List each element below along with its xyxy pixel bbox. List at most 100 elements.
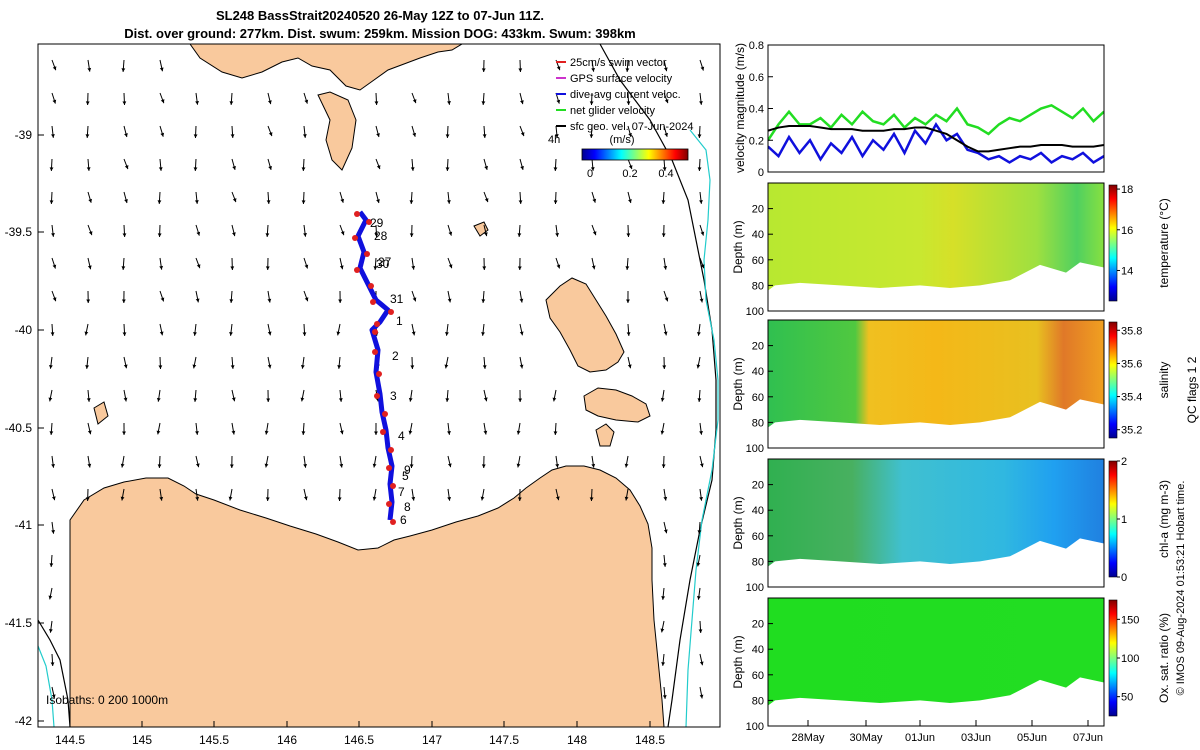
lon-tick-label: 144.5 <box>55 733 85 747</box>
lat-tick-label: -41.5 <box>5 616 33 630</box>
title-line-1: SL248 BassStrait20240520 26-May 12Z to 0… <box>216 8 544 23</box>
velocity-ytick: 0.8 <box>749 40 764 52</box>
colorbar-tick: 35.2 <box>1121 425 1142 437</box>
track-swim-point <box>374 321 380 327</box>
velocity-series-line <box>768 124 1104 153</box>
time-tick-label: 28May <box>791 732 825 744</box>
velocity-series-line <box>768 103 1104 141</box>
velocity-ytick: 0.2 <box>749 135 764 147</box>
profile-field <box>768 183 1104 291</box>
colorbar-tick: 35.8 <box>1121 325 1142 337</box>
lon-tick-label: 148.5 <box>635 733 665 747</box>
track-swim-point <box>386 501 392 507</box>
depth-ylabel: Depth (m) <box>731 357 745 410</box>
depth-tick: 20 <box>752 619 764 631</box>
legend-current: dive-avg current veloc. <box>570 89 681 101</box>
track-swim-point <box>380 429 386 435</box>
time-tick-label: 03Jun <box>961 732 991 744</box>
colorbar-tick: 35.4 <box>1121 392 1142 404</box>
track-swim-point <box>372 349 378 355</box>
velocity-ytick: 0.6 <box>749 72 764 84</box>
day-label: 27 <box>378 255 392 269</box>
isobath-1000m <box>685 129 719 728</box>
day-label: 9 <box>404 463 411 477</box>
depth-tick: 40 <box>752 366 764 378</box>
lon-tick-label: 145 <box>132 733 152 747</box>
colorbar-label: Ox. sat. ratio (%) <box>1157 613 1171 703</box>
lat-tick-label: -39 <box>15 128 33 142</box>
map-legend: 25cm/s swim vector GPS surface velocity … <box>548 57 694 180</box>
day-label: 28 <box>374 229 388 243</box>
lat-tick-label: -41 <box>15 518 33 532</box>
legend-geo: sfc geo. vel. 07-Jun-2024 <box>570 121 694 133</box>
depth-tick: 80 <box>752 695 764 707</box>
legend-net: net glider velocity <box>570 105 655 117</box>
isobath-west-cyan <box>37 645 55 728</box>
track-swim-point <box>390 483 396 489</box>
depth-tick: 60 <box>752 531 764 543</box>
depth-tick: 80 <box>752 417 764 429</box>
profile-field <box>768 459 1104 567</box>
land-cape-barren <box>583 387 651 423</box>
day-label: 3 <box>390 389 397 403</box>
profile-panel: 20 40 60 80 100 Depth (m) 35.2 35.4 35.6 35.8 sali… <box>731 319 1171 455</box>
track-swim-point <box>388 309 394 315</box>
depth-tick: 40 <box>752 229 764 241</box>
colorbar-tick: 14 <box>1121 265 1133 277</box>
depth-ylabel: Depth (m) <box>731 496 745 549</box>
map-axis-ticks: 144.5 145 145.5 146 146.5 147 147.5 148 148.5-39… <box>5 128 666 747</box>
colorbar-label: salinity <box>1157 362 1171 399</box>
depth-tick: 60 <box>752 255 764 267</box>
depth-tick: 20 <box>752 341 764 353</box>
land-small-island-3 <box>93 401 109 425</box>
map-colorbar <box>581 148 689 161</box>
legend-gps: GPS surface velocity <box>570 73 673 85</box>
track-swim-point <box>388 447 394 453</box>
colorbar-tick: 0 <box>1121 572 1127 584</box>
track-current <box>355 210 395 521</box>
day-label: 31 <box>390 292 404 306</box>
depth-tick: 100 <box>746 721 764 733</box>
depth-tick: 60 <box>752 670 764 682</box>
profile-colorbar <box>1108 599 1118 717</box>
track-swim-point <box>374 393 380 399</box>
lon-tick-label: 148 <box>567 733 587 747</box>
colorbar-tick: 16 <box>1121 225 1133 237</box>
depth-tick: 40 <box>752 505 764 517</box>
colorbar-tick-1: 0.2 <box>622 168 637 180</box>
track-swim-point <box>386 465 392 471</box>
current-arrows <box>48 59 705 699</box>
lon-tick-label: 147 <box>422 733 442 747</box>
time-axis: 28May 30May 01Jun 03Jun 05Jun 07Jun <box>791 720 1103 744</box>
glider-track <box>352 210 396 525</box>
profile-field <box>768 598 1104 706</box>
day-label: 1 <box>396 314 403 328</box>
track-swim-point <box>372 329 378 335</box>
time-tick-label: 30May <box>849 732 883 744</box>
land-tasmania <box>69 465 665 727</box>
lon-tick-label: 146 <box>277 733 297 747</box>
time-tick-label: 05Jun <box>1017 732 1047 744</box>
credit-note: © IMOS 09-Aug-2024 01:53:21 Hobart time. <box>1175 481 1187 696</box>
lat-tick-label: -39.5 <box>5 225 33 239</box>
legend-swim: 25cm/s swim vector <box>570 57 667 69</box>
velocity-ytick: 0.4 <box>749 104 764 116</box>
profile-colorbar <box>1108 184 1118 302</box>
lon-tick-label: 145.5 <box>199 733 229 747</box>
track-swim-point <box>364 251 370 257</box>
depth-tick: 80 <box>752 556 764 568</box>
depth-ylabel: Depth (m) <box>731 635 745 688</box>
day-label: 8 <box>404 500 411 514</box>
velocity-ytick: 0 <box>758 167 764 179</box>
isobaths-note: Isobaths: 0 200 1000m <box>46 693 168 707</box>
profile-field <box>768 320 1104 428</box>
colorbar-tick-2: 0.4 <box>658 168 673 180</box>
colorbar-label: chl-a (mg m-3) <box>1157 480 1171 558</box>
land-small-island <box>595 423 615 447</box>
profile-colorbar <box>1108 321 1118 439</box>
track-swim-point <box>354 267 360 273</box>
track-swim-point <box>382 411 388 417</box>
